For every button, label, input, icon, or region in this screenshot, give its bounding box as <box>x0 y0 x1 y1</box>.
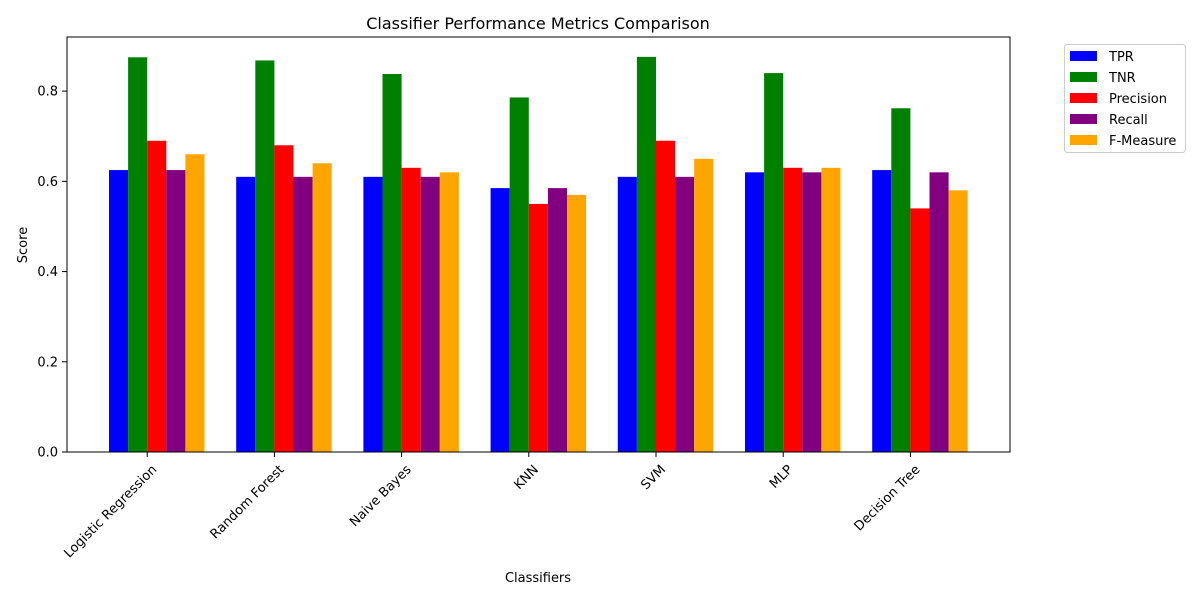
bar-f-measure-4 <box>567 194 587 452</box>
bar-recall-7 <box>929 172 949 452</box>
bar-recall-5 <box>675 176 695 452</box>
bar-tnr-1 <box>128 57 148 453</box>
bar-tnr-5 <box>636 56 656 452</box>
bar-precision-3 <box>401 167 421 452</box>
bar-tnr-6 <box>764 73 784 452</box>
x-tick-label: Random Forest <box>208 462 288 542</box>
bar-precision-5 <box>656 140 676 452</box>
bar-f-measure-1 <box>185 154 205 452</box>
x-tick-label: SVM <box>638 462 669 493</box>
y-tick-label: 0.6 <box>37 175 58 190</box>
bar-tpr-6 <box>745 172 765 452</box>
x-axis-label: Classifiers <box>505 571 571 586</box>
legend-swatch <box>1070 72 1097 82</box>
legend-label: Recall <box>1109 113 1148 128</box>
legend-swatch <box>1070 51 1097 61</box>
x-tick-label: Logistic Regression <box>61 462 160 561</box>
x-axis: Logistic Regression Random Forest Naive Ba… <box>61 452 923 561</box>
x-tick-label: Decision Tree <box>852 462 924 534</box>
bar-tpr-7 <box>872 170 892 452</box>
y-axis: 0.0 0.2 0.4 0.6 0.8 <box>37 85 67 461</box>
y-tick-label: 0.8 <box>37 85 58 100</box>
bar-recall-6 <box>802 172 822 452</box>
legend-label: F-Measure <box>1109 134 1176 149</box>
y-tick-label: 0.4 <box>37 265 58 280</box>
y-tick-label: 0.0 <box>37 446 58 461</box>
bar-f-measure-3 <box>439 172 459 452</box>
y-tick-label: 0.2 <box>37 355 58 370</box>
bar-tnr-4 <box>509 97 529 452</box>
bar-recall-4 <box>547 188 567 453</box>
legend-label: Precision <box>1109 92 1167 107</box>
legend-label: TNR <box>1108 71 1136 86</box>
bar-f-measure-6 <box>821 167 841 452</box>
bar-f-measure-5 <box>694 158 714 453</box>
bar-tnr-7 <box>891 108 911 453</box>
bar-tnr-2 <box>255 60 275 453</box>
x-tick-label: MLP <box>767 462 796 491</box>
legend-swatch <box>1070 114 1097 124</box>
bar-tpr-3 <box>363 176 383 452</box>
bar-f-measure-2 <box>312 163 332 453</box>
bar-recall-3 <box>420 176 440 452</box>
x-tick-label: Naive Bayes <box>347 462 415 530</box>
x-tick-label: KNN <box>511 462 541 492</box>
bar-tpr-2 <box>236 176 256 452</box>
legend: TPR TNR Precision Recall F-Measure <box>1064 44 1186 153</box>
y-axis-label: Score <box>16 227 31 263</box>
plot-frame <box>66 36 1011 453</box>
bars-layer <box>109 56 968 453</box>
bar-precision-4 <box>528 203 548 452</box>
bar-tnr-3 <box>382 73 402 453</box>
legend-label: TPR <box>1108 50 1134 65</box>
bar-recall-2 <box>293 176 313 452</box>
bar-precision-2 <box>274 145 294 452</box>
bar-recall-1 <box>166 170 186 452</box>
bar-precision-1 <box>147 140 167 452</box>
bar-precision-6 <box>783 167 803 452</box>
bar-precision-7 <box>910 208 930 452</box>
legend-box <box>1064 44 1186 153</box>
bar-tpr-1 <box>109 170 129 452</box>
legend-swatch <box>1070 135 1097 145</box>
legend-swatch <box>1070 93 1097 103</box>
bar-tpr-5 <box>617 176 637 452</box>
bar-f-measure-7 <box>948 190 968 452</box>
chart-title: Classifier Performance Metrics Compariso… <box>366 14 710 33</box>
bar-tpr-4 <box>490 188 510 453</box>
